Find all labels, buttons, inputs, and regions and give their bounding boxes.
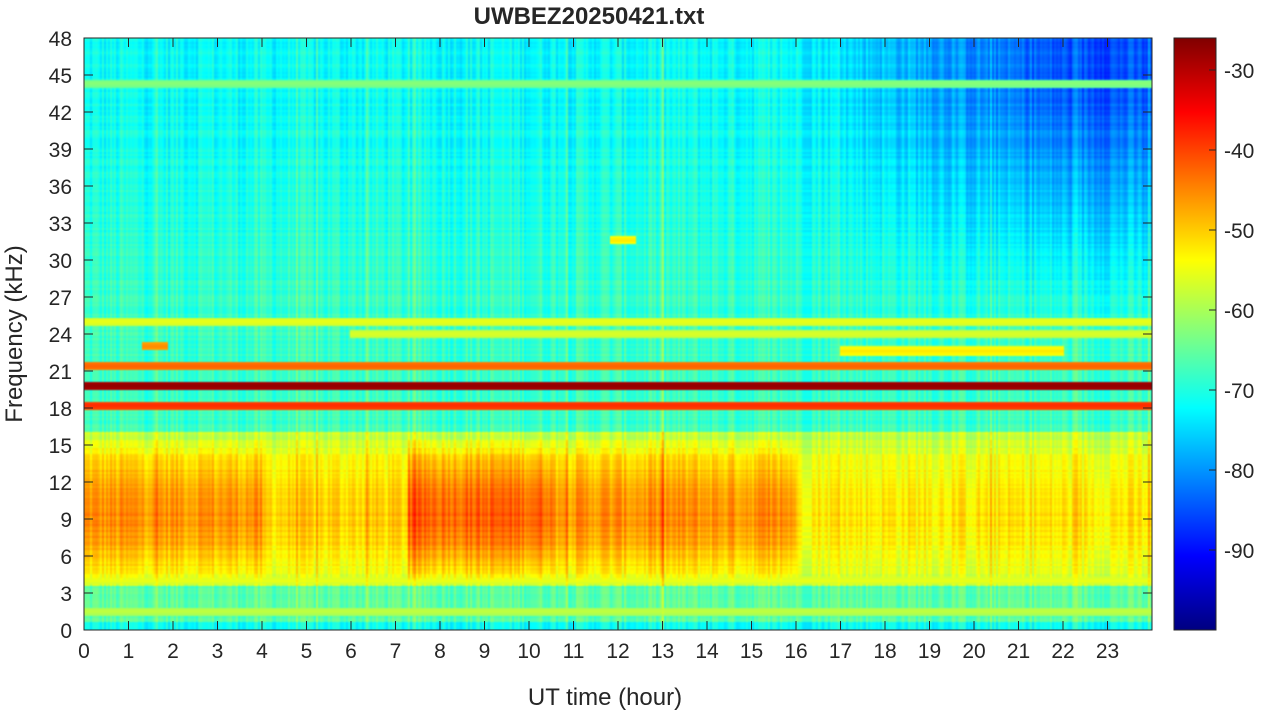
x-tick-label: 12 (606, 640, 629, 663)
y-tick-label: 48 (49, 28, 72, 51)
x-axis-ticks: 0 1 2 3 4 5 6 7 8 9 10 11 12 13 14 15 16 17 18 19 20 21 22 23 (78, 38, 1119, 663)
y-tick-label: 18 (49, 398, 72, 421)
y-tick-label: 15 (49, 435, 72, 458)
x-tick-label: 9 (479, 640, 491, 663)
y-tick-label: 33 (49, 213, 72, 236)
y-axis-label: Frequency (kHz) (1, 245, 28, 422)
y-tick-label: 27 (49, 287, 72, 310)
x-tick-label: 17 (829, 640, 852, 663)
x-tick-label: 7 (390, 640, 402, 663)
colorbar-tick-label: -50 (1224, 220, 1254, 243)
x-tick-label: 13 (651, 640, 674, 663)
x-tick-label: 5 (301, 640, 313, 663)
x-axis-label: UT time (hour) (528, 684, 682, 711)
chart-title: UWBEZ20250421.txt (474, 3, 705, 30)
y-tick-label: 39 (49, 139, 72, 162)
x-tick-label: 19 (918, 640, 941, 663)
x-tick-label: 2 (167, 640, 179, 663)
colorbar-tick-label: -80 (1224, 460, 1254, 483)
spectrogram-heatmap (84, 38, 1152, 630)
x-tick-label: 3 (212, 640, 224, 663)
colorbar-tick-label: -70 (1224, 380, 1254, 403)
colorbar-tick-label: -40 (1224, 140, 1254, 163)
colorbar: -30 -40 -50 -60 -70 -80 -90 (1173, 37, 1254, 631)
colorbar-tick-label: -90 (1224, 540, 1254, 563)
x-tick-label: 0 (78, 640, 90, 663)
x-tick-label: 20 (962, 640, 985, 663)
y-tick-label: 0 (60, 620, 72, 643)
x-tick-label: 21 (1007, 640, 1030, 663)
x-tick-label: 10 (517, 640, 540, 663)
x-tick-label: 22 (1051, 640, 1074, 663)
x-tick-label: 11 (563, 640, 585, 663)
y-tick-label: 36 (49, 176, 72, 199)
x-tick-label: 15 (740, 640, 763, 663)
x-tick-label: 1 (123, 640, 135, 663)
y-tick-label: 24 (49, 324, 73, 347)
y-tick-label: 45 (49, 65, 72, 88)
x-tick-label: 8 (434, 640, 446, 663)
x-tick-label: 14 (695, 640, 719, 663)
y-tick-label: 6 (60, 546, 72, 569)
y-tick-label: 21 (49, 361, 72, 384)
colorbar-tick-label: -30 (1224, 60, 1254, 83)
y-tick-label: 3 (60, 583, 72, 606)
x-tick-label: 18 (873, 640, 896, 663)
y-tick-label: 9 (60, 509, 72, 532)
spectrogram-plot: 0 1 2 3 4 5 6 7 8 9 10 11 12 13 14 15 16 17 18 19 20 21 22 23 0… (49, 28, 1153, 663)
colorbar-ticks: -30 -40 -50 -60 -70 -80 -90 (1209, 60, 1254, 563)
y-tick-label: 42 (49, 102, 72, 125)
colorbar-tick-label: -60 (1224, 300, 1254, 323)
x-tick-label: 4 (256, 640, 268, 663)
x-tick-label: 6 (345, 640, 357, 663)
x-tick-label: 23 (1096, 640, 1119, 663)
y-tick-label: 30 (49, 250, 72, 273)
y-tick-label: 12 (49, 472, 72, 495)
colorbar-gradient (1173, 37, 1217, 631)
x-tick-label: 16 (784, 640, 807, 663)
